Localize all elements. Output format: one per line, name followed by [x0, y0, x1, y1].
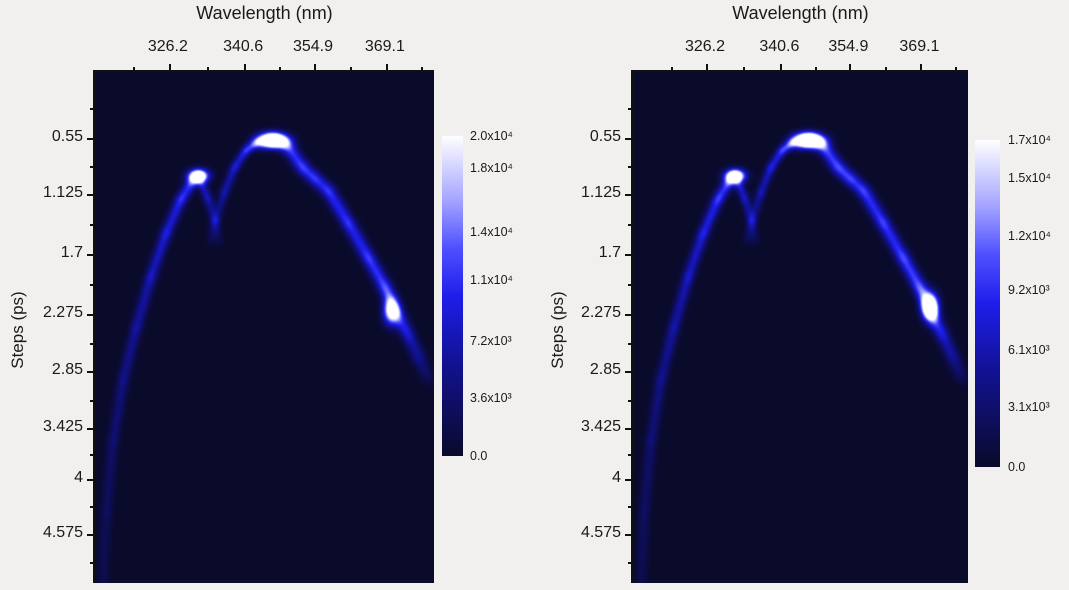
- y-tick-label: 4.575: [42, 523, 83, 541]
- y-minor-tick: [628, 107, 633, 110]
- x-minor-tick: [132, 67, 135, 72]
- x-minor-tick: [349, 67, 352, 72]
- x-major-tick: [385, 64, 388, 72]
- y-minor-tick: [90, 562, 95, 565]
- x-major-tick: [780, 64, 783, 72]
- x-minor-tick: [743, 67, 746, 72]
- x-minor-tick: [206, 67, 209, 72]
- y-tick-label: 1.125: [42, 184, 83, 202]
- colorbar: [975, 140, 1000, 467]
- colorbar-tick-label: 1.2x10⁴: [1008, 229, 1051, 244]
- x-major-tick: [706, 64, 709, 72]
- y-minor-tick: [628, 224, 633, 227]
- y-major-tick: [87, 428, 95, 431]
- y-tick-label: 4.575: [580, 523, 621, 541]
- x-major-tick: [313, 64, 316, 72]
- x-tick-label: 369.1: [364, 38, 405, 55]
- colorbar-tick-label: 3.1x10³: [1008, 400, 1050, 415]
- x-tick-label: 326.2: [684, 38, 726, 55]
- heatmap-plot: [87, 64, 434, 583]
- x-major-tick: [244, 64, 247, 72]
- colorbar-tick-label: 6.1x10³: [1008, 342, 1050, 357]
- x-tick-label: 326.2: [147, 38, 188, 55]
- x-axis-title: Wavelength (nm): [196, 3, 333, 23]
- y-major-tick: [625, 428, 633, 431]
- y-tick-label: 0.55: [589, 127, 621, 145]
- x-tick-label: 340.6: [759, 38, 800, 55]
- x-major-tick: [920, 64, 923, 72]
- x-minor-tick: [814, 67, 817, 72]
- heatmap-canvas: [95, 72, 434, 583]
- colorbar: [442, 136, 463, 456]
- colorbar-tick-label: 2.0x10⁴: [470, 129, 513, 143]
- y-minor-tick: [90, 506, 95, 509]
- x-major-tick: [168, 64, 171, 72]
- x-minor-tick: [955, 67, 958, 72]
- colorbar-tick-label: 3.6x10³: [470, 391, 512, 406]
- y-tick-label: 3.425: [580, 418, 621, 436]
- y-minor-tick: [628, 166, 633, 168]
- x-tick-label: 354.9: [828, 38, 869, 55]
- y-major-tick: [87, 314, 95, 317]
- y-major-tick: [625, 370, 633, 373]
- colorbar-tick-label: 1.5x10⁴: [1008, 171, 1051, 186]
- x-minor-tick: [421, 67, 424, 72]
- y-major-tick: [625, 533, 633, 536]
- y-major-tick: [87, 194, 95, 197]
- y-major-tick: [625, 314, 633, 317]
- heatmap-plot: [625, 64, 968, 583]
- y-tick-label: 1.7: [598, 243, 621, 261]
- x-tick-label: 354.9: [292, 38, 333, 55]
- heatmap-canvas: [633, 72, 968, 583]
- y-minor-tick: [90, 342, 95, 345]
- colorbar-tick-label: 7.2x10³: [470, 333, 512, 348]
- y-minor-tick: [90, 224, 95, 227]
- y-minor-tick: [90, 166, 95, 168]
- y-tick-label: 2.85: [589, 360, 621, 378]
- y-tick-label: 1.7: [60, 243, 83, 261]
- y-tick-label: 1.125: [580, 184, 621, 202]
- y-minor-tick: [90, 284, 95, 287]
- y-minor-tick: [628, 562, 633, 565]
- y-minor-tick: [90, 107, 95, 110]
- y-minor-tick: [628, 399, 633, 402]
- x-tick-label: 340.6: [223, 38, 264, 55]
- colorbar-tick-label: 1.7x10⁴: [1008, 133, 1051, 147]
- y-minor-tick: [628, 284, 633, 287]
- y-tick-label: 2.275: [580, 304, 621, 322]
- y-tick-label: 2.85: [51, 360, 83, 378]
- x-minor-tick: [884, 67, 887, 72]
- x-axis-title: Wavelength (nm): [732, 3, 869, 23]
- y-major-tick: [625, 478, 633, 481]
- colorbar-tick-label: 9.2x10³: [1008, 283, 1050, 298]
- y-major-tick: [625, 194, 633, 197]
- x-minor-tick: [279, 67, 282, 72]
- y-minor-tick: [628, 342, 633, 345]
- y-tick-label: 0.55: [51, 127, 83, 145]
- x-major-tick: [849, 64, 852, 72]
- y-major-tick: [625, 253, 633, 256]
- y-minor-tick: [628, 453, 633, 456]
- y-tick-label: 4: [74, 468, 83, 486]
- x-minor-tick: [670, 67, 673, 72]
- colorbar-tick-label: 0.0: [470, 449, 488, 463]
- y-major-tick: [625, 137, 633, 140]
- y-minor-tick: [90, 453, 95, 456]
- colorbar-tick-label: 0.0: [1008, 460, 1026, 474]
- y-major-tick: [87, 533, 95, 536]
- colorbar-tick-label: 1.1x10⁴: [470, 273, 513, 287]
- y-minor-tick: [628, 506, 633, 509]
- x-tick-label: 369.1: [899, 38, 940, 55]
- y-tick-label: 4: [612, 468, 621, 486]
- y-major-tick: [87, 253, 95, 256]
- colorbar-tick-label: 1.8x10⁴: [470, 161, 513, 175]
- y-major-tick: [87, 370, 95, 373]
- y-tick-label: 3.425: [42, 418, 83, 436]
- y-tick-label: 2.275: [42, 304, 83, 322]
- y-minor-tick: [90, 399, 95, 402]
- y-major-tick: [87, 137, 95, 140]
- colorbar-tick-label: 1.4x10⁴: [470, 225, 513, 239]
- y-major-tick: [87, 478, 95, 481]
